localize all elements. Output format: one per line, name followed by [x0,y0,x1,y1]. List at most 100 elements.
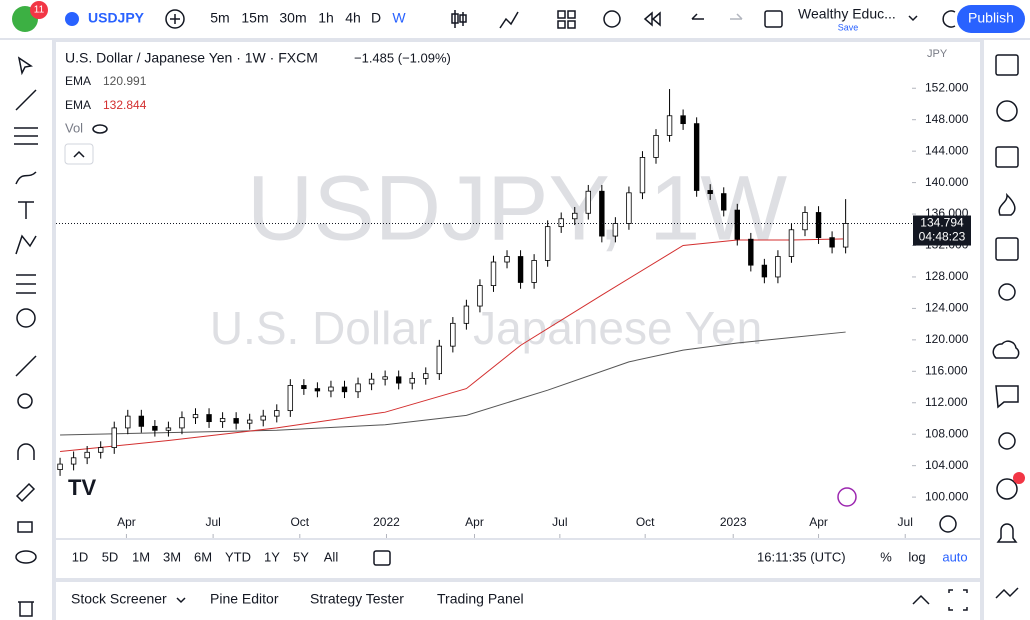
data-window-icon[interactable] [995,146,1019,168]
candle-body [97,447,104,453]
candle-body [341,386,348,393]
candle-body [707,190,713,195]
settings-icon[interactable] [942,10,956,28]
currency[interactable]: JPY [927,48,948,60]
last-price-label: 134.794 [920,216,964,230]
timeframe[interactable]: 15m [241,10,268,26]
range-button[interactable]: 6M [194,549,212,564]
last-price-box [913,215,971,246]
help-icon[interactable] [998,432,1016,450]
candle-body [287,385,294,412]
notifications-icon[interactable] [996,523,1018,543]
volume-hidden-icon[interactable] [92,124,108,134]
undo-icon[interactable] [691,13,704,20]
bottom-tab[interactable]: Strategy Tester [310,591,404,607]
range-button[interactable]: 1Y [264,549,280,564]
range-button[interactable]: All [324,549,339,564]
x-tick-label: 2022 [373,515,400,529]
range-button[interactable]: 5Y [293,549,309,564]
pattern-tool[interactable] [15,234,37,255]
hotlists-icon[interactable] [998,192,1016,216]
range-button[interactable]: 3M [163,549,181,564]
notification-dot [1013,472,1025,484]
layout-name[interactable]: Wealthy Educ... [798,6,896,22]
ideas-icon[interactable] [998,283,1016,301]
timeframe[interactable]: D [371,10,381,26]
percent-toggle[interactable]: % [880,549,892,564]
lock-tool[interactable] [17,521,33,533]
add-icon-plus [170,14,180,24]
range-button[interactable]: 1D [72,549,89,564]
text-tool[interactable] [18,201,34,219]
candle-body [829,237,835,248]
collapse-button[interactable] [64,143,94,165]
candle-body [761,264,768,278]
price-change: −1.485 (−1.09%) [354,50,451,65]
alert-icon[interactable] [603,10,621,28]
range-button[interactable]: 1M [132,549,150,564]
bottom-tab[interactable]: Stock Screener [71,591,167,607]
candle-body [70,457,77,465]
indicators-icon[interactable] [499,11,519,29]
magnet-tool[interactable] [17,443,35,460]
expand-panel[interactable] [912,594,930,605]
save-label[interactable]: Save [838,22,859,32]
bottom-tab[interactable]: Trading Panel [437,591,524,607]
tv-logo: TV [68,475,96,500]
timeframe[interactable]: W [392,10,406,26]
streams-icon[interactable] [992,340,1020,359]
alerts-icon[interactable] [996,100,1018,122]
watchlist-icon[interactable] [995,54,1019,76]
publish-button[interactable] [957,5,1025,33]
hide-tool[interactable] [15,550,37,564]
candle-body [301,385,307,390]
range-button[interactable]: YTD [225,549,251,564]
x-tick-label: 2023 [720,515,747,529]
range-button[interactable]: 5D [102,549,119,564]
cursor-tool[interactable] [17,56,33,76]
candle-body [111,427,117,448]
timeframe[interactable]: 30m [279,10,306,26]
timeframe[interactable]: 1h [318,10,334,26]
broadcast-icon[interactable] [996,478,1018,500]
screener-menu[interactable] [176,597,186,604]
candle-body [409,377,415,384]
candle-body [585,190,591,214]
snapshot-icon[interactable] [764,10,783,28]
icons-tool[interactable] [16,308,36,328]
maximize-panel[interactable] [948,589,968,611]
calendar-icon[interactable] [995,237,1019,261]
candle-body [84,451,90,459]
replay-icon[interactable] [643,11,661,27]
auto-toggle[interactable]: auto [942,549,967,564]
bottom-tab[interactable]: Pine Editor [210,591,279,607]
timeframe[interactable]: 5m [210,10,229,26]
chats-icon[interactable] [995,385,1019,409]
zoom-tool[interactable] [17,393,33,409]
ruler-tool[interactable] [15,355,37,377]
line-tool[interactable] [15,89,37,111]
lightning-icon[interactable] [837,487,857,507]
trash-tool[interactable] [18,601,34,617]
right-icons [992,54,1025,599]
pine-icon[interactable] [995,587,1019,599]
add-icon[interactable] [165,9,185,29]
badge-count: 11 [34,5,45,16]
chart-settings-icon[interactable] [939,515,957,533]
candle-body [152,425,158,431]
candle-body [626,192,632,224]
fib-tool[interactable] [14,127,38,145]
log-toggle[interactable]: log [908,549,925,564]
brush-tool[interactable] [15,171,37,185]
timeframe[interactable]: 4h [345,10,361,26]
layout-icon[interactable] [557,10,576,29]
symbol[interactable]: USDJPY [88,10,145,26]
candle-body [775,256,781,278]
date-range-icon[interactable] [373,550,391,566]
draw-lock-tool[interactable] [15,482,36,503]
candle-body [544,226,551,261]
layout-menu[interactable] [908,15,918,22]
candles-icon[interactable] [451,10,467,28]
forecast-tool[interactable] [16,274,36,294]
